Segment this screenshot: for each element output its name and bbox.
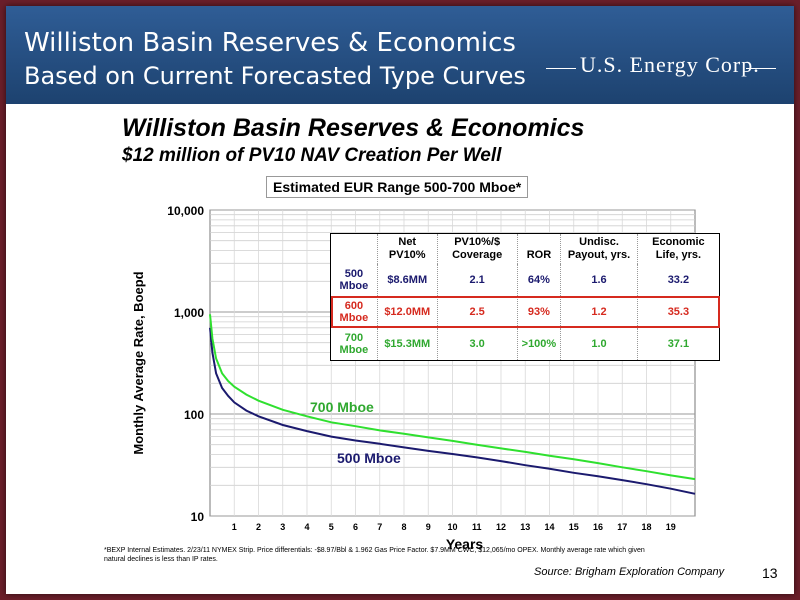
econ-row-label: 500 Mboe [339, 268, 369, 292]
econ-cell: 1.6 [560, 264, 638, 296]
source-note: Source: Brigham Exploration Company [534, 566, 725, 578]
series-line [209, 327, 696, 495]
x-tick-label: 1 [232, 522, 237, 532]
econ-header-coverage: PV10%/$ Coverage [436, 233, 518, 264]
econ-cell: $8.6MM [376, 264, 438, 296]
econ-cell: 2.5 [436, 296, 518, 328]
x-tick-label: 3 [280, 522, 285, 532]
econ-cell: 93% [516, 296, 561, 328]
footnote: *BEXP Internal Estimates. 2/23/11 NYMEX … [104, 547, 645, 563]
econ-row-label: 700 Mboe [339, 332, 369, 356]
y-axis-label: Monthly Average Rate, Boepd [131, 271, 146, 454]
x-tick-label: 15 [569, 522, 579, 532]
slide-subtitle: $12 million of PV10 NAV Creation Per Wel… [122, 145, 502, 166]
logo-rule-left [546, 68, 576, 69]
series-line [209, 314, 696, 481]
econ-cell: 35.3 [636, 296, 720, 328]
x-tick-label: 4 [304, 522, 309, 532]
series-label-700: 700 Mboe [310, 399, 374, 415]
header-title: Williston Basin Reserves & Economics [24, 28, 516, 58]
econ-cell: 3.0 [436, 328, 518, 361]
x-tick-label: 5 [329, 522, 334, 532]
y-tick-label: 10 [191, 510, 205, 524]
econ-cell: 37.1 [636, 328, 720, 361]
y-tick-label: 1,000 [174, 306, 204, 320]
header-subtitle: Based on Current Forecasted Type Curves [24, 62, 526, 90]
economics-table: Net PV10% PV10%/$ Coverage ROR Undisc. P… [330, 233, 720, 361]
chart-title: Estimated EUR Range 500-700 Mboe* [266, 176, 529, 198]
slide-header: Williston Basin Reserves & Economics Bas… [6, 6, 794, 104]
econ-row: 500 Mboe $8.6MM 2.1 64% 1.6 33.2 [331, 264, 720, 296]
econ-header-payout: Undisc. Payout, yrs. [560, 233, 638, 264]
x-tick-label: 13 [520, 522, 530, 532]
econ-cell: 1.0 [560, 328, 638, 361]
series-label-500: 500 Mboe [337, 450, 401, 466]
econ-header-pv10: Net PV10% [376, 233, 438, 264]
x-tick-label: 6 [353, 522, 358, 532]
logo-rule-right [746, 68, 776, 69]
company-logo: U.S. Energy Corp. [580, 52, 760, 77]
y-tick-label: 10,000 [167, 204, 204, 218]
x-tick-label: 2 [256, 522, 261, 532]
x-axis-label: Years [446, 536, 484, 552]
econ-cell: $15.3MM [376, 328, 438, 361]
econ-cell: 33.2 [636, 264, 720, 296]
econ-row: 600 Mboe $12.0MM 2.5 93% 1.2 35.3 [330, 296, 720, 328]
x-tick-label: 18 [641, 522, 651, 532]
x-tick-label: 17 [617, 522, 627, 532]
x-tick-label: 11 [472, 522, 482, 532]
econ-row: 700 Mboe $15.3MM 3.0 >100% 1.0 37.1 [331, 328, 720, 361]
x-tick-label: 10 [447, 522, 457, 532]
econ-header-ror: ROR [516, 233, 561, 264]
econ-cell: 1.2 [560, 296, 638, 328]
economics-header-row: Net PV10% PV10%/$ Coverage ROR Undisc. P… [331, 233, 720, 265]
x-tick-label: 14 [544, 522, 554, 532]
page-number: 13 [762, 565, 778, 581]
econ-cell: 2.1 [436, 264, 518, 296]
slide-title: Williston Basin Reserves & Economics [122, 114, 585, 142]
econ-header-blank [331, 234, 378, 265]
x-tick-label: 7 [377, 522, 382, 532]
econ-cell: >100% [516, 328, 561, 361]
x-tick-label: 9 [426, 522, 431, 532]
econ-cell: 64% [516, 264, 561, 296]
econ-header-life: Economic Life, yrs. [636, 233, 720, 264]
econ-row-label: 600 Mboe [339, 300, 369, 324]
x-tick-label: 16 [593, 522, 603, 532]
econ-cell: $12.0MM [376, 296, 438, 328]
x-tick-label: 12 [496, 522, 506, 532]
x-tick-label: 19 [666, 522, 676, 532]
x-tick-label: 8 [401, 522, 406, 532]
y-tick-label: 100 [184, 408, 204, 422]
